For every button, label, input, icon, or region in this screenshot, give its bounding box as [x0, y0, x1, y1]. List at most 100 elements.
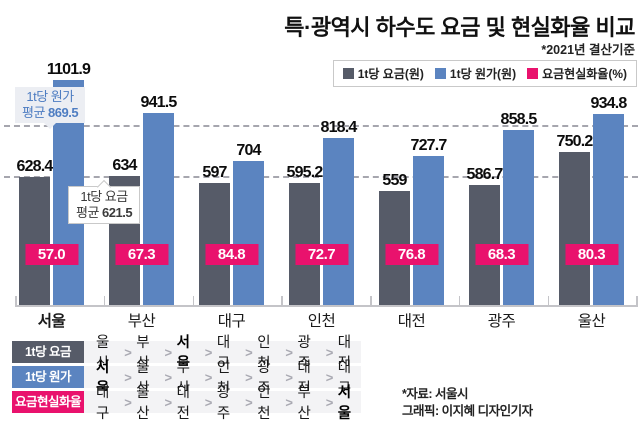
rate-badge: 80.3: [565, 244, 618, 265]
axis-tick: [370, 296, 372, 307]
city-label-부산: 부산: [127, 313, 156, 330]
average-fee-callout: 1t당 요금 평균 621.5: [68, 186, 141, 224]
axis-tick: [636, 296, 638, 307]
city-label-울산: 울산: [577, 313, 606, 330]
rate-badge: 84.8: [205, 244, 258, 265]
greater-than-separator: >: [285, 369, 293, 385]
rank-order-strip: 대구 > 울산 > 대전 > 광주 > 인천 > 부산 > 서울: [84, 385, 361, 422]
legend: 1t당 요금(원) 1t당 원가(원) 요금현실화율(%): [332, 60, 637, 87]
callout-line1: 1t당 요금: [80, 189, 128, 204]
greater-than-separator: >: [245, 369, 253, 385]
rank-header-chip: 1t당 원가: [12, 366, 84, 388]
greater-than-separator: >: [164, 394, 173, 410]
axis-tick: [458, 296, 461, 307]
notes: *자료: 서울시 그래픽: 이지혜 디자인기자: [402, 386, 533, 420]
rate-badge: 57.0: [25, 244, 78, 265]
bar-value-label: 628.4: [16, 157, 53, 175]
rank-city: 대전: [176, 385, 190, 422]
rank-city: 광주: [216, 385, 230, 422]
city-label-인천: 인천: [307, 313, 336, 330]
rate-badge: 72.7: [295, 244, 348, 265]
greater-than-separator: >: [325, 344, 334, 360]
legend-swatch-icon: [342, 68, 354, 79]
city-label-광주: 광주: [487, 313, 516, 330]
bar-group-울산: 750.2 934.8 80.3: [556, 75, 627, 305]
cost-bar: 818.4: [320, 119, 357, 305]
bar-group-대구: 597 704 84.8: [199, 75, 264, 305]
bar-value-label: 750.2: [556, 132, 593, 150]
bar-value-label: 559: [382, 171, 407, 189]
axis-tick: [15, 296, 17, 307]
greater-than-separator: >: [204, 369, 213, 385]
bar-value-label: 1101.9: [46, 61, 91, 78]
greater-than-separator: >: [245, 344, 253, 360]
city-label-서울: 서울: [37, 313, 66, 330]
axis-tick: [103, 296, 106, 307]
legend-label: 요금현실화율(%): [542, 67, 627, 81]
greater-than-separator: >: [325, 369, 334, 385]
greater-than-separator: >: [124, 344, 132, 360]
rank-row: 1t당 원가 서울 > 울산 > 부산 > 인천 > 광주 > 대전 > 대구: [12, 360, 361, 397]
rank-header-chip: 1t당 요금: [12, 341, 84, 363]
callout-line1: 1t당 원가: [26, 89, 74, 104]
average-cost-dashed-line: [4, 125, 638, 128]
greater-than-separator: >: [124, 394, 132, 410]
legend-item: 1t당 원가(원): [434, 65, 517, 82]
axis-tick: [547, 296, 550, 307]
callout-line2: 평균 621.5: [76, 205, 133, 220]
bar-value-label: 941.5: [140, 93, 177, 111]
rate-badge: 68.3: [475, 244, 528, 265]
x-axis-ticks: [15, 296, 638, 307]
greater-than-separator: >: [245, 394, 253, 410]
bar-groups: 628.4 1101.9 57.0 634 941.5 67.3 597 704 84.8 595…: [15, 61, 638, 305]
greater-than-separator: >: [285, 344, 293, 360]
bar-value-label: 818.4: [320, 118, 357, 136]
greater-than-separator: >: [124, 369, 132, 385]
rank-city: 대구: [96, 385, 109, 422]
greater-than-separator: >: [325, 394, 334, 410]
legend-swatch-icon: [527, 68, 539, 79]
greater-than-separator: >: [285, 394, 293, 410]
rank-city: 울산: [136, 385, 150, 422]
legend-label: 1t당 원가(원): [449, 67, 517, 81]
credit-note: 그래픽: 이지혜 디자인기자: [402, 404, 533, 418]
bar-value-label: 586.7: [466, 166, 503, 184]
bar-value-label: 634: [112, 156, 137, 174]
plot-area: 628.4 1101.9 57.0 634 941.5 67.3 597 704 84.8 595…: [4, 61, 638, 305]
bar-value-label: 727.7: [410, 137, 447, 155]
rank-row: 요금현실화율 대구 > 울산 > 대전 > 광주 > 인천 > 부산 > 서울: [12, 385, 361, 422]
cost-bar: 727.7: [410, 137, 447, 305]
rank-city: 서울: [337, 385, 351, 422]
rank-city: 인천: [257, 385, 271, 422]
legend-label: 1t당 요금(원): [357, 67, 424, 81]
fee-bar: 750.2: [556, 133, 593, 305]
cost-bar: 941.5: [140, 94, 177, 305]
legend-item: 1t당 요금(원): [342, 65, 424, 82]
bar-value-label: 858.5: [500, 110, 537, 128]
greater-than-separator: >: [204, 394, 213, 410]
bar-group-광주: 586.7 858.5 68.3: [466, 75, 537, 305]
x-axis-line: [15, 305, 638, 307]
page-title: 특·광역시 하수도 요금 및 현실화율 비교: [284, 15, 635, 40]
rate-badge: 76.8: [385, 244, 438, 265]
fee-bar: 628.4: [16, 158, 53, 305]
legend-swatch-icon: [434, 68, 446, 79]
x-axis-labels: 서울 부산 대구 인천 대전 광주 울산: [15, 309, 638, 331]
source-note: *자료: 서울시: [402, 387, 469, 401]
greater-than-separator: >: [164, 344, 173, 360]
rank-header-chip: 요금현실화율: [12, 391, 84, 413]
bar-value-label: 934.8: [590, 95, 627, 113]
rank-city: 부산: [297, 385, 311, 422]
axis-tick: [281, 296, 283, 307]
cost-bar: 858.5: [500, 111, 537, 305]
callout-line2: 평균 869.5: [22, 105, 79, 120]
cost-bar: 704: [233, 142, 264, 305]
cost-bar: 934.8: [590, 95, 627, 305]
axis-tick: [192, 296, 195, 307]
bar-group-대전: 559 727.7 76.8: [379, 75, 447, 305]
average-cost-callout: 1t당 원가 평균 869.5: [15, 87, 86, 129]
bar-group-인천: 595.2 818.4 72.7: [286, 75, 357, 305]
legend-item: 요금현실화율(%): [527, 65, 627, 82]
average-fee-dashed-line: [4, 176, 638, 179]
ranking-table: 1t당 요금 울산 > 부산 > 서울 > 대구 > 인천 > 광주 > 대전 1t당 원가 서울 > 울산 > 부산…: [12, 335, 361, 422]
